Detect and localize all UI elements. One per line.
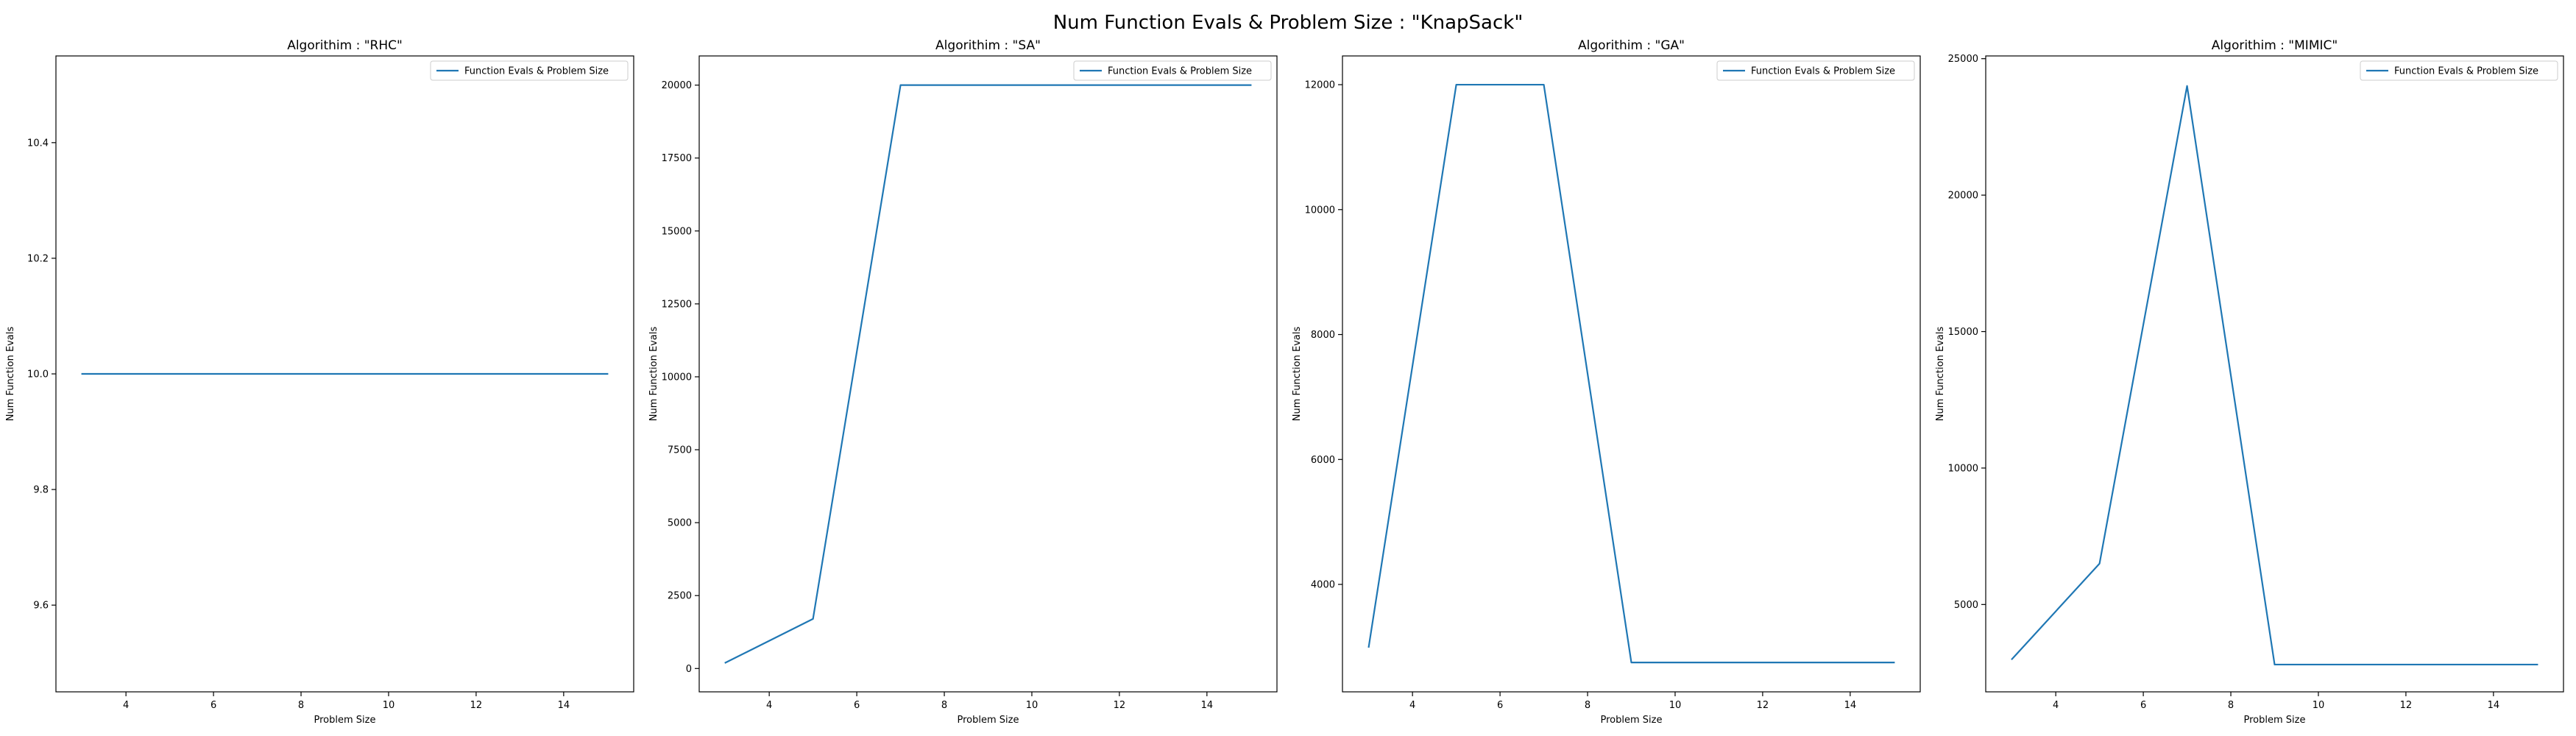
legend-label: Function Evals & Problem Size — [1108, 66, 1252, 77]
legend-label: Function Evals & Problem Size — [1751, 66, 1895, 77]
axes-frame — [1342, 55, 1921, 693]
x-tick-label: 12 — [1757, 700, 1769, 711]
y-tick-label: 20000 — [1948, 191, 1978, 202]
x-tick-label: 4 — [2053, 700, 2059, 711]
x-tick-label: 14 — [558, 700, 570, 711]
x-tick-label: 10 — [2313, 700, 2325, 711]
x-axis-label: Problem Size — [958, 715, 1019, 726]
subplot-2: Algorithim : "SA" 4 6 8 10 12 14 0 2500 5000 7500 1… — [648, 38, 1278, 726]
y-tick-label: 0 — [686, 664, 692, 675]
subplot-title: Algorithim : "GA" — [1578, 38, 1685, 53]
y-tick-label: 25000 — [1948, 54, 1978, 65]
x-tick-label: 6 — [2140, 700, 2146, 711]
y-tick-label: 10.4 — [27, 138, 49, 149]
x-tick-label: 6 — [210, 700, 216, 711]
x-axis-label: Problem Size — [1601, 715, 1663, 726]
y-tick-label: 15000 — [1948, 327, 1978, 338]
y-tick-label: 10000 — [1948, 463, 1978, 474]
x-tick-label: 12 — [1114, 700, 1126, 711]
y-tick-label: 2500 — [668, 591, 692, 602]
legend-label: Function Evals & Problem Size — [2394, 66, 2538, 77]
y-tick-label: 10000 — [1305, 205, 1335, 216]
legend-box — [1716, 60, 1915, 81]
x-tick-label: 10 — [383, 700, 395, 711]
subplot-title: Algorithim : "RHC" — [287, 38, 403, 53]
legend: Function Evals & Problem Size — [430, 60, 629, 81]
subplot-title: Algorithim : "MIMIC" — [2212, 38, 2338, 53]
legend-box — [1073, 60, 1272, 81]
y-axis-label: Num Function Evals — [1292, 327, 1303, 422]
y-tick-label: 10.2 — [27, 253, 49, 264]
y-tick-label: 8000 — [1311, 330, 1335, 341]
x-tick-label: 8 — [2228, 700, 2234, 711]
y-tick-label: 17500 — [662, 153, 692, 164]
y-axis-label: Num Function Evals — [1935, 327, 1946, 422]
x-tick-label: 10 — [1669, 700, 1682, 711]
axes-frame — [1985, 55, 2564, 693]
subplot-panels: Algorithim : "RHC" 4 6 8 10 12 14 9.6 9.8 10.0 10.… — [5, 38, 2564, 726]
x-tick-label: 12 — [2400, 700, 2413, 711]
legend-box — [2360, 60, 2558, 81]
legend: Function Evals & Problem Size — [1073, 60, 1272, 81]
y-tick-label: 9.6 — [33, 601, 49, 612]
figure-title: Num Function Evals & Problem Size : "Kna… — [1053, 12, 1524, 34]
y-tick-label: 6000 — [1311, 455, 1335, 466]
series-line-1 — [1367, 83, 1895, 664]
y-tick-label: 12500 — [662, 299, 692, 310]
y-tick-label: 9.8 — [33, 485, 49, 496]
x-tick-label: 4 — [123, 700, 129, 711]
y-tick-label: 12000 — [1305, 80, 1335, 91]
series-line-1 — [2011, 85, 2538, 666]
x-tick-label: 14 — [1844, 700, 1857, 711]
x-tick-label: 4 — [766, 700, 772, 711]
y-axis-label: Num Function Evals — [648, 327, 659, 422]
y-tick-label: 7500 — [668, 445, 692, 456]
y-tick-label: 5000 — [1954, 600, 1978, 611]
legend: Function Evals & Problem Size — [1716, 60, 1915, 81]
x-axis-label: Problem Size — [2244, 715, 2306, 726]
x-tick-label: 14 — [2488, 700, 2500, 711]
y-tick-label: 4000 — [1311, 580, 1335, 591]
legend-box — [430, 60, 629, 81]
x-tick-label: 12 — [470, 700, 483, 711]
subplot-title: Algorithim : "SA" — [935, 38, 1041, 53]
subplot-4: Algorithim : "MIMIC" 4 6 8 10 12 14 5000 10000 15… — [1935, 38, 2564, 726]
x-tick-label: 8 — [1585, 700, 1590, 711]
y-tick-label: 10.0 — [27, 369, 49, 381]
x-tick-label: 6 — [854, 700, 860, 711]
x-tick-label: 4 — [1409, 700, 1415, 711]
x-tick-label: 6 — [1497, 700, 1503, 711]
x-axis-label: Problem Size — [314, 715, 376, 726]
legend: Function Evals & Problem Size — [2360, 60, 2558, 81]
x-tick-label: 10 — [1026, 700, 1038, 711]
legend-label: Function Evals & Problem Size — [464, 66, 609, 77]
y-tick-label: 10000 — [662, 372, 692, 383]
x-tick-label: 14 — [1201, 700, 1214, 711]
subplot-3: Algorithim : "GA" 4 6 8 10 12 14 4000 6000 8000 10… — [1292, 38, 1921, 726]
y-tick-label: 5000 — [668, 518, 692, 529]
axes-frame — [698, 55, 1278, 693]
y-tick-label: 15000 — [662, 226, 692, 237]
x-tick-label: 8 — [298, 700, 304, 711]
y-axis-label: Num Function Evals — [5, 327, 16, 422]
series-line-1 — [724, 84, 1252, 664]
subplot-1: Algorithim : "RHC" 4 6 8 10 12 14 9.6 9.8 10.0 10.… — [5, 38, 634, 726]
y-tick-label: 20000 — [662, 80, 692, 91]
x-tick-label: 8 — [941, 700, 947, 711]
